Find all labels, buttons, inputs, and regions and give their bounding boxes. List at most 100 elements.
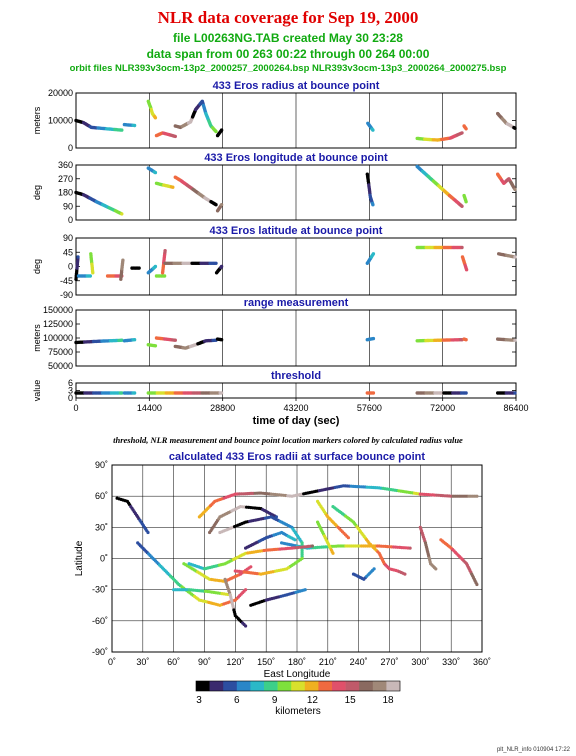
map-x-tick-label: 150˚	[257, 657, 275, 667]
panel-title: threshold	[271, 370, 321, 382]
map-x-tick-label: 30˚	[136, 657, 149, 667]
map-x-axis-label: East Longitude	[264, 669, 331, 680]
map-point	[408, 546, 412, 550]
y-axis-label: meters	[32, 106, 42, 134]
map-point	[372, 567, 376, 571]
colorbar-frame	[195, 680, 401, 692]
data-point	[513, 126, 517, 130]
data-point	[88, 274, 93, 278]
y-tick-label: 0	[68, 393, 73, 403]
file-info: file L00263NG.TAB created May 30 23:28	[173, 31, 403, 45]
x-tick-label: 28800	[210, 403, 235, 413]
data-point	[219, 203, 224, 207]
map-y-tick-label: -90˚	[92, 647, 108, 657]
data-point	[132, 391, 137, 395]
y-tick-label: 6	[68, 378, 73, 388]
data-point	[219, 264, 224, 269]
map-point	[303, 588, 307, 592]
data-point	[460, 131, 464, 135]
data-series	[74, 336, 517, 350]
map-y-tick-label: -60˚	[92, 616, 108, 626]
data-point	[219, 391, 224, 395]
map-x-tick-label: 60˚	[167, 657, 180, 667]
map-point	[403, 572, 407, 576]
data-series	[74, 99, 517, 142]
map-point	[244, 588, 248, 592]
colorbar-swatch	[386, 681, 401, 691]
y-tick-label: 10000	[48, 116, 73, 126]
data-series	[74, 245, 517, 281]
data-point	[91, 271, 95, 275]
colorbar-tick-label: 18	[382, 695, 394, 706]
colorbar-swatch	[236, 681, 251, 691]
y-tick-label: 20000	[48, 88, 73, 98]
map-point	[249, 565, 253, 569]
colorbar-swatch	[291, 681, 306, 691]
data-series	[74, 164, 517, 216]
colorbar-swatch	[318, 681, 333, 691]
x-tick-label: 14400	[137, 403, 162, 413]
data-point	[120, 212, 124, 216]
colorbar-swatch	[304, 681, 319, 691]
data-point	[464, 200, 468, 204]
y-tick-label: 150000	[43, 305, 73, 315]
y-tick-label: 125000	[43, 319, 73, 329]
data-point	[214, 129, 218, 134]
panel-title: 433 Eros radius at bounce point	[213, 80, 380, 92]
figure-caption: threshold, NLR measurement and bounce po…	[113, 435, 463, 445]
y-tick-label: -45	[60, 276, 73, 286]
y-tick-label: 50000	[48, 361, 73, 371]
data-point	[371, 128, 375, 132]
y-tick-label: 45	[63, 247, 73, 257]
map-x-tick-label: 120˚	[226, 657, 244, 667]
data-point	[132, 123, 137, 128]
data-point	[173, 134, 177, 139]
colorbar-swatch	[372, 681, 387, 691]
y-tick-label: 360	[58, 160, 73, 170]
data-point	[173, 338, 177, 342]
colorbar-tick-label: 15	[345, 695, 357, 706]
data-point	[371, 391, 376, 395]
colorbar-swatch	[209, 681, 224, 691]
colorbar-label: kilometers	[275, 706, 321, 717]
map-x-tick-label: 0˚	[108, 657, 116, 667]
map-y-tick-label: 30˚	[95, 522, 108, 532]
y-tick-label: 100000	[43, 333, 73, 343]
data-point	[513, 391, 517, 395]
y-tick-label: 3	[68, 386, 73, 396]
panel-title: 433 Eros latitude at bounce point	[210, 225, 383, 237]
map-y-tick-label: 60˚	[95, 491, 108, 501]
data-point	[464, 338, 468, 342]
map-x-tick-label: 270˚	[380, 657, 398, 667]
data-span-info: data span from 00 263 00:22 through 00 2…	[146, 47, 430, 61]
data-point	[163, 249, 167, 253]
map-x-tick-label: 330˚	[442, 657, 460, 667]
y-tick-label: 180	[58, 188, 73, 198]
colorbar-swatch	[332, 681, 346, 691]
y-tick-label: 270	[58, 174, 73, 184]
data-point	[464, 391, 468, 395]
map-point	[233, 569, 237, 573]
colorbar-swatch	[196, 681, 210, 691]
data-point	[513, 338, 517, 342]
data-point	[371, 203, 375, 207]
map-y-tick-label: 0˚	[100, 554, 108, 564]
data-series	[74, 391, 517, 395]
data-point	[162, 274, 167, 278]
y-tick-label: 75000	[48, 347, 73, 357]
panel-title: range measurement	[244, 297, 349, 309]
map-point	[310, 544, 314, 548]
map-x-tick-label: 90˚	[198, 657, 211, 667]
map-x-tick-label: 210˚	[319, 657, 337, 667]
map-point	[475, 494, 479, 498]
y-axis-label: deg	[32, 185, 42, 200]
x-tick-label: 0	[73, 403, 78, 413]
data-point	[460, 245, 464, 250]
map-y-tick-label: -30˚	[92, 585, 108, 595]
x-tick-label: 86400	[503, 403, 528, 413]
y-tick-label: 0	[68, 143, 73, 153]
colorbar-swatch	[264, 681, 278, 691]
colorbar-tick-label: 6	[234, 695, 240, 706]
y-axis-label: meters	[32, 324, 42, 352]
data-point	[137, 266, 141, 270]
